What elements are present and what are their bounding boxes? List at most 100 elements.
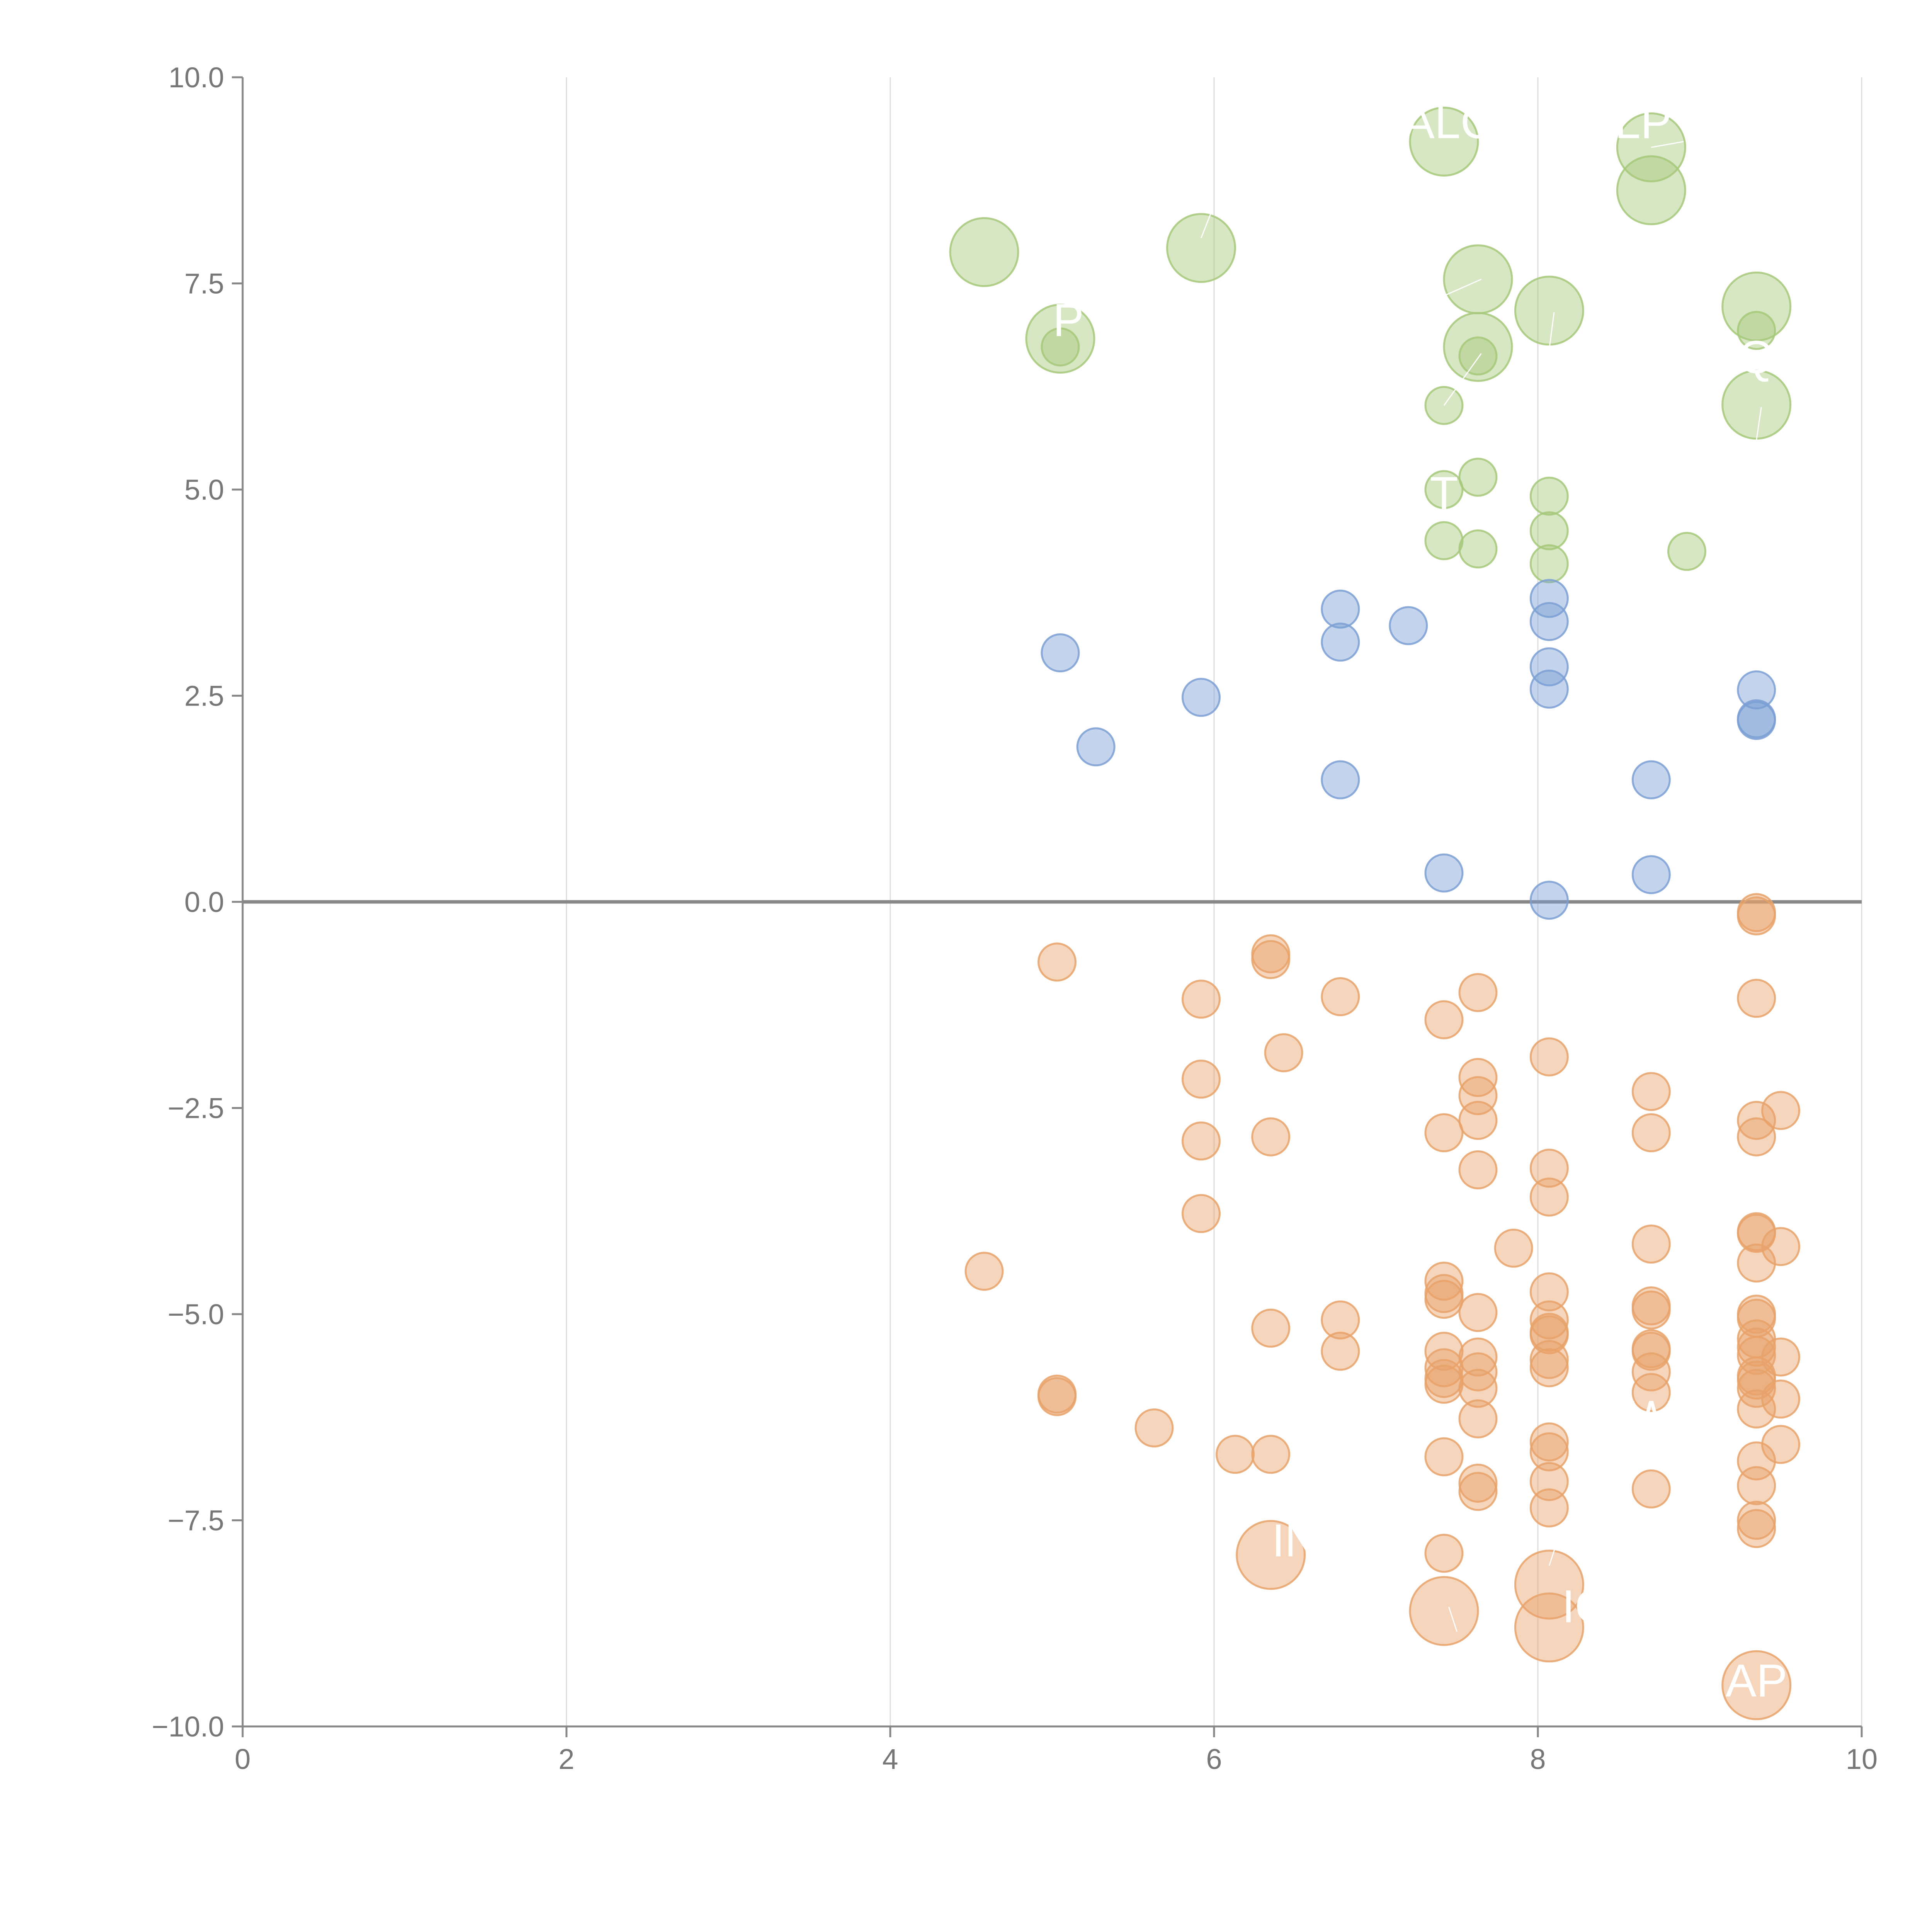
orange-point — [1737, 979, 1776, 1018]
orange-point — [1264, 1033, 1303, 1073]
blue-point — [1631, 760, 1671, 799]
green-point — [1529, 511, 1569, 551]
point-label: ALC — [1404, 96, 1494, 148]
orange-point — [1458, 1293, 1498, 1332]
orange-point — [1251, 1308, 1291, 1348]
orange-point — [1529, 1488, 1569, 1527]
blue-point — [1041, 633, 1080, 673]
green-point — [1424, 521, 1464, 560]
point-label: IQ — [1562, 1581, 1611, 1633]
orange-point — [1424, 1280, 1464, 1319]
leader-line — [1201, 213, 1212, 238]
blue-point — [1424, 853, 1464, 893]
point-label: P — [1053, 294, 1084, 346]
green-point — [949, 217, 1019, 287]
y-tick-label: −7.5 — [168, 1505, 224, 1537]
orange-point — [1761, 1379, 1800, 1419]
orange-point — [1529, 1300, 1569, 1340]
green-point — [1514, 276, 1584, 346]
orange-point — [1737, 1466, 1776, 1505]
x-tick-label: 6 — [1206, 1743, 1222, 1775]
blue-point — [1321, 622, 1360, 662]
orange-point — [1321, 1332, 1360, 1371]
orange-point — [1514, 1592, 1584, 1663]
orange-point — [1761, 1337, 1800, 1377]
orange-point — [1761, 1227, 1800, 1266]
green-point — [1166, 213, 1236, 283]
orange-point — [1721, 1650, 1792, 1720]
orange-point — [1631, 1373, 1671, 1412]
green-point — [1529, 476, 1569, 516]
blue-point — [1529, 602, 1569, 641]
orange-point — [1181, 980, 1221, 1019]
blue-point — [1529, 579, 1569, 618]
orange-point — [1424, 1113, 1464, 1153]
y-tick-label: 7.5 — [184, 268, 224, 300]
orange-point — [1409, 1576, 1479, 1646]
orange-point — [1737, 1501, 1776, 1540]
leader-line — [1448, 1607, 1458, 1632]
blue-point — [1181, 678, 1221, 717]
blue-point — [1321, 760, 1360, 799]
orange-point — [1251, 1435, 1291, 1474]
green-point — [1737, 311, 1776, 350]
blue-point — [1076, 727, 1116, 767]
orange-point — [1529, 1340, 1569, 1379]
orange-point — [1181, 1121, 1221, 1161]
orange-point — [1321, 977, 1360, 1016]
x-tick-label: 2 — [558, 1743, 574, 1775]
green-point — [1458, 457, 1498, 497]
blue-point — [1529, 647, 1569, 687]
orange-point — [1631, 1225, 1671, 1264]
orange-point — [1236, 1520, 1306, 1590]
orange-point — [1458, 1337, 1498, 1377]
orange-point — [1631, 1332, 1671, 1371]
orange-point — [1321, 1300, 1360, 1340]
orange-point — [1181, 1060, 1221, 1099]
orange-point — [1181, 1194, 1221, 1233]
leader-line — [1651, 141, 1684, 148]
leader-line — [1444, 279, 1481, 296]
blue-point — [1529, 881, 1569, 920]
green-point — [1424, 470, 1464, 509]
point-label: Q — [1738, 332, 1774, 383]
orange-point — [1631, 1072, 1671, 1111]
orange-point — [1251, 940, 1291, 979]
point-label: LP — [1615, 96, 1672, 148]
y-tick-label: −10.0 — [152, 1711, 224, 1743]
orange-point — [1215, 1435, 1255, 1474]
orange-point — [1494, 1228, 1533, 1268]
orange-point — [1761, 1091, 1800, 1130]
blue-point — [1321, 589, 1360, 629]
orange-point — [1737, 1327, 1776, 1367]
green-point — [1443, 244, 1513, 315]
orange-point — [1737, 1214, 1776, 1253]
orange-point — [1529, 1272, 1569, 1311]
x-tick-label: 0 — [235, 1743, 250, 1775]
y-tick-label: 5.0 — [184, 474, 224, 506]
orange-point — [1631, 1352, 1671, 1391]
green-point — [1458, 529, 1498, 569]
axis-layer: −10.0 −7.5 −5.0 −2.5 0.0 2.5 5.0 7.5 10.0 0 2 4 6 8 10 — [152, 61, 1878, 1775]
point-label: IN — [1272, 1515, 1318, 1566]
orange-point — [1458, 1369, 1498, 1408]
orange-point — [1529, 1422, 1569, 1462]
orange-point — [1424, 1332, 1464, 1371]
green-point — [1409, 106, 1479, 177]
green-point — [1041, 327, 1080, 367]
y-tick-label: 2.5 — [184, 680, 224, 712]
x-tick-label: 4 — [882, 1743, 898, 1775]
x-tick-label: 10 — [1846, 1743, 1878, 1775]
point-label: W — [1629, 1391, 1673, 1443]
orange-point — [1737, 1389, 1776, 1429]
blue-point — [1737, 701, 1776, 740]
leader-line — [1548, 1541, 1558, 1566]
orange-point — [1514, 1549, 1584, 1620]
orange-point — [1458, 1472, 1498, 1511]
blue-point — [1737, 670, 1776, 710]
annotation-layer: ALC LP P Q T W IN IQ AP — [1053, 96, 1787, 1706]
points-layer — [949, 106, 1800, 1720]
orange-point — [1458, 1101, 1498, 1140]
orange-point — [1424, 1364, 1464, 1404]
